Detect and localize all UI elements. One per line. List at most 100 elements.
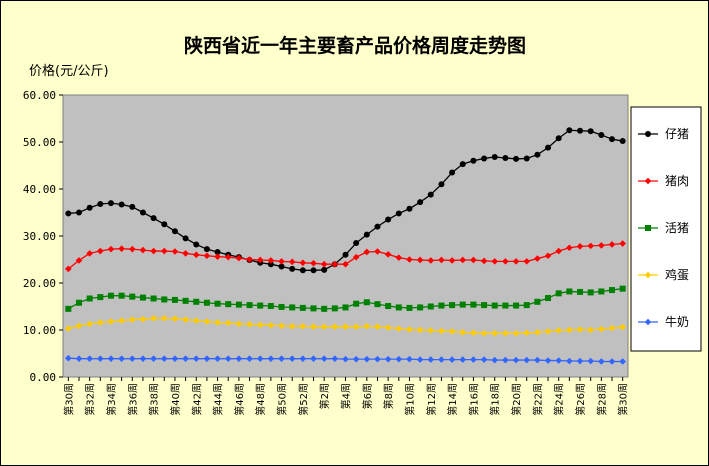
data-point: [395, 355, 403, 363]
data-point: [118, 201, 125, 208]
data-point: [310, 323, 317, 331]
data-point: [171, 355, 179, 362]
legend-marker: [644, 271, 652, 279]
data-point: [523, 329, 531, 337]
data-point: [278, 355, 285, 362]
x-tick-label: 第6周: [361, 383, 374, 409]
data-point: [459, 256, 467, 264]
data-point: [139, 355, 147, 362]
data-point: [470, 301, 477, 308]
legend-label: 活猪: [665, 221, 689, 235]
data-point: [246, 355, 253, 362]
data-point: [289, 265, 296, 272]
data-point: [427, 191, 434, 198]
x-tick-label: 第44周: [212, 383, 225, 416]
x-tick-label: 第36周: [126, 383, 139, 416]
x-tick-label: 第2周: [318, 383, 331, 409]
data-point: [502, 258, 509, 265]
data-point: [491, 302, 498, 309]
data-point: [555, 357, 563, 364]
data-point: [609, 287, 616, 294]
data-point: [502, 356, 509, 364]
y-tick-label: 20.00: [23, 277, 56, 290]
data-point: [224, 355, 232, 362]
data-point: [534, 298, 541, 305]
data-point: [224, 319, 232, 327]
data-point: [65, 210, 72, 217]
data-point: [182, 250, 189, 257]
y-axis: 0.00 10.00 20.00 30.00 40.00 50.00 60.00: [23, 89, 63, 384]
x-tick-label: 第30周: [62, 383, 75, 416]
data-point: [608, 324, 616, 332]
data-point: [288, 355, 296, 362]
data-point: [203, 299, 210, 306]
data-point: [235, 254, 243, 262]
data-point: [502, 302, 509, 309]
data-point: [193, 298, 200, 305]
data-point: [256, 256, 264, 264]
data-point: [97, 247, 104, 255]
data-point: [160, 247, 168, 255]
data-point: [161, 296, 168, 303]
data-point: [480, 356, 488, 363]
series-1: [65, 240, 626, 273]
data-point: [320, 260, 328, 268]
x-tick-label: 第34周: [105, 383, 118, 416]
data-point: [246, 302, 253, 309]
data-point: [385, 303, 392, 310]
x-tick-label: 第30周: [617, 383, 630, 416]
data-point: [214, 355, 221, 362]
x-tick-label: 第48周: [254, 383, 267, 416]
data-point: [214, 300, 221, 307]
data-point: [331, 323, 339, 331]
data-point: [107, 318, 115, 325]
data-point: [299, 259, 307, 267]
data-point: [214, 248, 221, 255]
data-point: [438, 181, 445, 188]
data-point: [491, 258, 499, 265]
data-point: [171, 228, 178, 235]
data-point: [448, 257, 456, 264]
data-point: [107, 292, 114, 299]
x-tick-label: 第38周: [148, 383, 161, 416]
x-axis: 第30周 第32周 第34周 第36周 第38周 第40周 第42周 第44周 第46周 第48周…: [62, 377, 630, 416]
data-point: [555, 135, 562, 142]
data-point: [65, 305, 72, 312]
data-point: [310, 267, 317, 274]
data-point: [97, 319, 104, 326]
data-point: [502, 329, 509, 337]
y-tick-label: 50.00: [23, 136, 56, 149]
data-point: [395, 325, 403, 332]
data-point: [118, 245, 125, 252]
data-point: [555, 290, 562, 297]
data-point: [438, 327, 445, 335]
data-point: [363, 299, 370, 306]
data-point: [352, 253, 360, 261]
x-tick-label: 第26周: [574, 383, 587, 416]
data-point: [139, 315, 147, 323]
data-point: [609, 136, 616, 143]
data-point: [481, 302, 488, 309]
series-2: [65, 285, 626, 312]
data-point: [139, 294, 146, 301]
data-point: [459, 356, 467, 363]
data-point: [256, 355, 264, 362]
data-point: [608, 241, 616, 248]
legend-marker: [644, 177, 652, 185]
data-point: [65, 325, 72, 332]
data-point: [374, 301, 381, 308]
legend-item: 鸡蛋: [638, 267, 689, 282]
data-point: [86, 320, 93, 328]
x-tick-label: 第52周: [297, 383, 310, 416]
data-point: [321, 266, 328, 273]
data-point: [427, 257, 435, 264]
data-point: [555, 247, 563, 255]
data-point: [598, 325, 605, 333]
data-point: [395, 254, 403, 261]
data-point: [278, 322, 285, 330]
data-point: [513, 302, 520, 309]
x-tick-label: 第4周: [340, 383, 353, 409]
data-point: [534, 356, 541, 364]
